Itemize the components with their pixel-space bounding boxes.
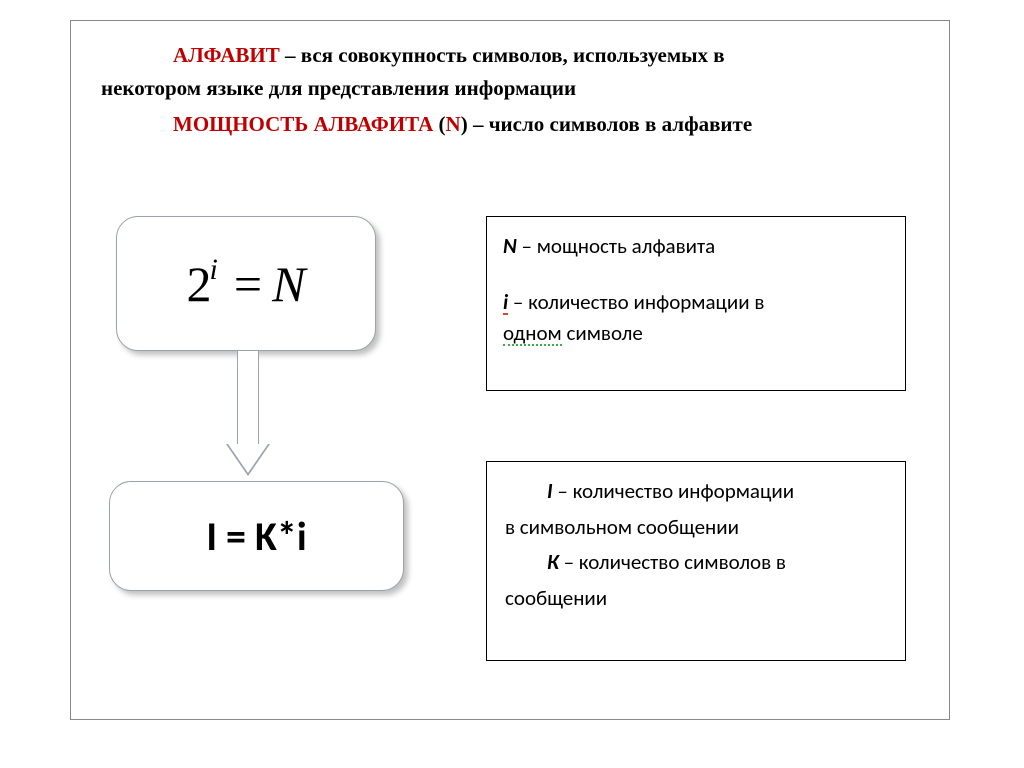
legend-i-text-a: – количество информации в bbox=[508, 289, 764, 315]
legend-I-row1: I – количество информации bbox=[505, 476, 887, 508]
legend-I-row2: в символьном сообщении bbox=[505, 512, 887, 544]
legend-I-text1: – количество информации bbox=[553, 478, 794, 504]
definition-power-rest: – число символов в алфавите bbox=[468, 112, 752, 136]
paren-open: ( bbox=[433, 112, 445, 136]
legend-n-text: – мощность алфавита bbox=[517, 233, 715, 259]
legend-i-underline-1: одном bbox=[503, 324, 562, 346]
legend-K-row1: К – количество символов в bbox=[505, 547, 887, 579]
formula1-eq: = bbox=[234, 256, 262, 312]
legend-box-n-i: N – мощность алфавита i – количество инф… bbox=[486, 216, 906, 391]
term-alphabet: АЛФАВИТ bbox=[173, 43, 280, 67]
formula1-exponent: i bbox=[210, 253, 218, 286]
arrow-down-icon bbox=[226, 351, 270, 481]
formula1-base: 2 bbox=[187, 256, 212, 312]
paren-close: ) bbox=[461, 112, 468, 136]
legend-i-text-b2: символе bbox=[562, 320, 643, 346]
slide-frame: АЛФАВИТ – вся совокупность символов, исп… bbox=[70, 20, 950, 720]
formula1-rhs: N bbox=[272, 256, 305, 312]
formula-box-2i-eq-n: 2i =N bbox=[116, 216, 376, 351]
legend-n-var: N bbox=[503, 233, 517, 259]
legend-K-row2: сообщении bbox=[505, 583, 887, 615]
definition-power: МОЩНОСТЬ АЛВАФИТА (N) – число символов в… bbox=[101, 108, 919, 141]
definition-alphabet-rest1: – вся совокупность символов, используемы… bbox=[280, 43, 725, 67]
formula-2i-eq-n: 2i =N bbox=[187, 255, 306, 313]
formula-i-eq-ki: I = K*i bbox=[206, 512, 306, 561]
power-n-letter: N bbox=[446, 112, 461, 136]
definition-alphabet-line1: АЛФАВИТ – вся совокупность символов, исп… bbox=[101, 39, 919, 72]
legend-n-row: N – мощность алфавита bbox=[503, 231, 889, 261]
definitions-block: АЛФАВИТ – вся совокупность символов, исп… bbox=[71, 21, 949, 141]
legend-box-I-K: I – количество информации в символьном с… bbox=[486, 461, 906, 661]
legend-i-row: i – количество информации в одном символ… bbox=[503, 287, 889, 348]
definition-alphabet-line2: некотором языке для представления информ… bbox=[101, 72, 919, 105]
legend-K-var: К bbox=[547, 549, 559, 575]
legend-K-text1: – количество символов в bbox=[559, 549, 786, 575]
definition-alphabet-line2-text: некотором языке для представления информ… bbox=[101, 76, 576, 100]
term-power: МОЩНОСТЬ АЛВАФИТА bbox=[173, 112, 433, 136]
formula-box-i-eq-ki: I = K*i bbox=[109, 481, 404, 591]
